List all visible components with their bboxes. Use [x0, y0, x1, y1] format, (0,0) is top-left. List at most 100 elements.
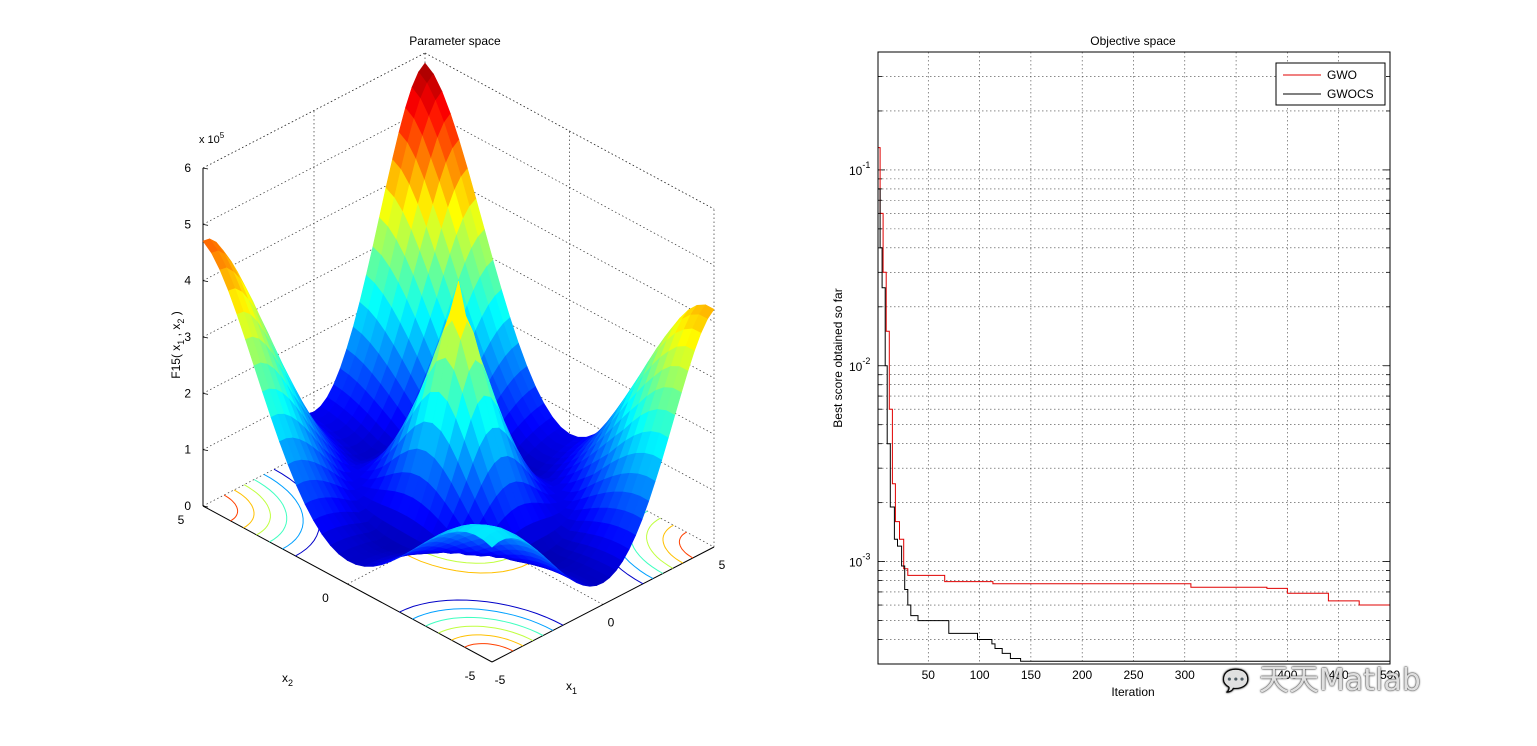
x-tick-label: 200 [1072, 668, 1092, 682]
z-exponent-power: 5 [220, 131, 225, 140]
convergence-title: Objective space [1090, 34, 1176, 48]
x-tick-label: 400 [1277, 668, 1297, 682]
x-tick-label: 300 [1175, 668, 1195, 682]
watermark-text: 天天Matlab [1258, 663, 1421, 698]
z-tick-label: 0 [184, 499, 191, 513]
x1-tick-label: -5 [495, 673, 506, 687]
z-axis-label: F15( x1 , x2 ) [169, 311, 186, 378]
z-label-part2: , x [169, 324, 183, 340]
floor-contour [438, 625, 534, 642]
series-line-gwocs [878, 188, 1390, 662]
y-tick-label: 10-2 [849, 356, 870, 374]
plot-area [878, 52, 1390, 664]
z-label-part1: F15( x [169, 345, 183, 379]
legend-label-gwo: GWO [1327, 68, 1357, 82]
floor-contour [678, 531, 694, 559]
z-grid-left-6 [202, 52, 426, 169]
iteration-tick-labels: 50 100 150 200 250 300 350 400 450 500 [922, 668, 1401, 682]
z-tick-mark [202, 449, 209, 452]
y-tick-exponent: -2 [862, 356, 870, 366]
x-tick-label: 250 [1123, 668, 1143, 682]
convergence-plot: Objective space 50 100 150 200 250 300 350 400 4… [831, 34, 1400, 699]
x1-label-base: x [566, 679, 572, 693]
x1-tick-label: 0 [608, 616, 615, 630]
z-tick-mark [202, 505, 209, 508]
z-grid-right-6 [424, 52, 715, 210]
floor-contour [253, 479, 288, 543]
floor-contour [243, 484, 271, 536]
z-exponent-label: x 105 [199, 131, 225, 146]
y-tick-base: 10 [849, 360, 863, 374]
floor-contour [223, 494, 239, 522]
x-tick-label: 150 [1021, 668, 1041, 682]
floor-contour [399, 599, 564, 626]
surface-mesh [202, 62, 715, 587]
floor-contour [662, 524, 684, 564]
watermark: 💬 天天Matlab [1222, 655, 1421, 699]
z-grid-right-5 [424, 109, 715, 266]
floor-contour [451, 634, 524, 647]
z-tick-labels: 0 1 2 3 4 5 6 [184, 161, 209, 513]
floor-contour [646, 517, 674, 569]
legend-box [1275, 62, 1386, 106]
x2-label-sub: 2 [288, 678, 293, 688]
x2-label-base: x [282, 671, 288, 685]
surface-patch [483, 533, 499, 548]
y-tick-base: 10 [849, 164, 863, 178]
z-tick-label: 6 [184, 161, 191, 175]
x2-tick-label: 5 [178, 513, 185, 527]
x-tick-label: 50 [922, 668, 936, 682]
z-tick-label: 4 [184, 274, 191, 288]
z-label-sub2: 2 [176, 319, 186, 324]
y-tick-label: 10-1 [849, 160, 870, 178]
floor-contour [464, 643, 514, 652]
z-tick-label: 1 [184, 443, 191, 457]
y-tick-base: 10 [849, 556, 863, 570]
z-tick-mark [202, 280, 209, 283]
z-grid-left-5 [202, 109, 426, 225]
plot-frame [877, 51, 1391, 665]
z-tick-label: 5 [184, 217, 191, 231]
z-exponent-base: x 10 [199, 134, 220, 146]
x1-tick-labels: -5 0 5 [495, 558, 726, 687]
score-tick-labels: 10-110-210-3 [849, 160, 870, 570]
z-label-part3: ) [169, 311, 183, 318]
z-tick-mark [202, 167, 209, 170]
legend-label-gwocs: GWOCS [1327, 87, 1374, 101]
x1-tick-label: 5 [719, 558, 726, 572]
floor-contour [412, 608, 554, 631]
z-tick-label: 2 [184, 386, 191, 400]
x2-tick-labels: -5 0 5 [178, 513, 476, 683]
x-tick-label: 100 [970, 668, 990, 682]
x-tick-label: 350 [1226, 668, 1246, 682]
x1-axis-line [491, 546, 715, 663]
wechat-icon: 💬 [1222, 669, 1250, 694]
y-tick-label: 10-3 [849, 552, 870, 570]
x2-tick-label: -5 [465, 669, 476, 683]
x2-tick-label: 0 [322, 591, 329, 605]
z-tick-mark [202, 336, 209, 339]
floor-contour [263, 473, 304, 550]
z-tick-label: 3 [184, 330, 191, 344]
floor-contour [233, 489, 255, 529]
y-tick-exponent: -3 [862, 552, 870, 562]
iteration-axis-label: Iteration [1111, 685, 1154, 699]
x2-axis-label: x2 [282, 671, 293, 688]
series-line-gwo [878, 147, 1390, 608]
x2-axis-line [202, 505, 493, 663]
y-tick-exponent: -1 [862, 160, 870, 170]
series-lines [878, 147, 1390, 662]
legend: GWO GWOCS [1275, 62, 1386, 106]
z-tick-mark [202, 223, 209, 226]
x1-axis-label: x1 [566, 679, 577, 696]
z-tick-mark [202, 392, 209, 395]
x-tick-label: 500 [1380, 668, 1400, 682]
floor-contour [425, 616, 544, 636]
surface-title: Parameter space [409, 34, 501, 48]
z-label-sub1: 1 [176, 340, 186, 345]
x1-label-sub: 1 [572, 686, 577, 696]
score-axis-label: Best score obtained so far [831, 288, 845, 427]
x-tick-label: 450 [1329, 668, 1349, 682]
